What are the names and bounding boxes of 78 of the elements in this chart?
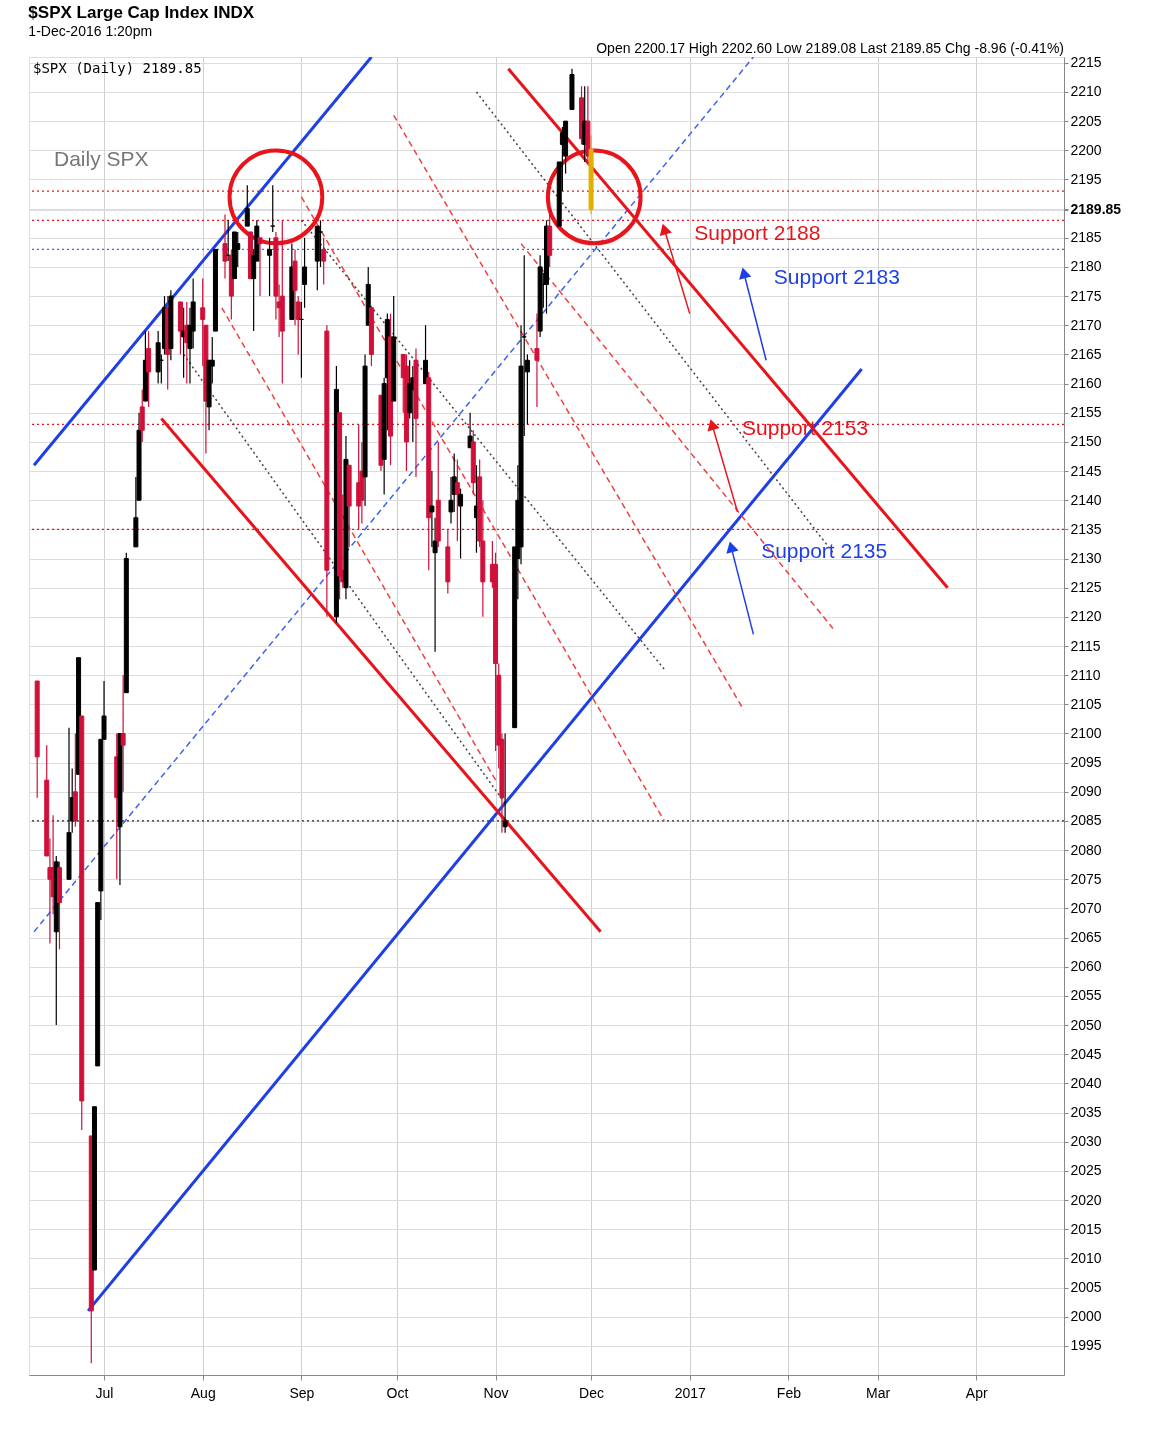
y-tick-label: 2135 [1070, 520, 1102, 537]
chart-title: $SPX Large Cap Index INDX [28, 3, 255, 22]
candlestick [267, 237, 273, 297]
x-tick-label: Dec [579, 1384, 605, 1401]
ref-line-label: Support 2188 [694, 221, 821, 245]
y-tick-label: 2155 [1070, 404, 1102, 421]
y-tick-label: 1995 [1070, 1337, 1102, 1354]
candlestick [458, 487, 464, 560]
x-tick-label: 2017 [674, 1384, 707, 1401]
y-tick-label: 2055 [1070, 987, 1102, 1004]
y-tick-label: 2060 [1070, 958, 1102, 975]
y-tick-label: 2070 [1070, 899, 1102, 916]
y-tick-label: 2085 [1070, 812, 1102, 829]
y-tick-label: 2010 [1070, 1249, 1102, 1266]
x-tick-label: Aug [190, 1384, 216, 1401]
y-tick-label: 2125 [1070, 579, 1102, 596]
candlestick [534, 313, 540, 408]
annotation: $SPX (Daily) 2189.85 [33, 60, 202, 76]
y-tick-label: 2165 [1070, 345, 1102, 362]
candlestick [257, 237, 263, 297]
candlestick [302, 237, 308, 309]
candlestick [454, 458, 460, 542]
y-tick-label: 2205 [1070, 112, 1102, 129]
y-tick-label: 2030 [1070, 1133, 1102, 1150]
text: Open 2200.17 High 2202.60 Low 2189.08 Last 2189.85 Chg -8.96 (-0.41%) [596, 40, 1064, 56]
x-tick-label: Jul [95, 1384, 114, 1401]
candlestick [321, 237, 327, 286]
y-tick-label: 2180 [1070, 258, 1102, 275]
candlestick [270, 184, 276, 233]
y-tick-label: 2170 [1070, 316, 1102, 333]
candlestick [467, 412, 473, 449]
x-tick-label: Sep [289, 1384, 315, 1401]
y-tick-label: 2200 [1070, 141, 1102, 158]
candlestick [120, 674, 126, 793]
x-tick-label: Apr [965, 1384, 988, 1401]
x-tick-label: Mar [865, 1384, 891, 1401]
y-tick-label: 2080 [1070, 841, 1102, 858]
y-tick-label: 2105 [1070, 695, 1102, 712]
ref-line-label: Support 2135 [761, 538, 888, 562]
chart-subtitle: 1-Dec-2016 1:20pm [28, 23, 153, 39]
point [227, 148, 325, 246]
y-tick-label: 2050 [1070, 1016, 1102, 1033]
y-tick-label: 2215 [1070, 54, 1102, 71]
y-tick-label: 2035 [1070, 1104, 1102, 1121]
y-tick-label: 2185 [1070, 229, 1102, 246]
y-tick-label: 2110 [1070, 666, 1101, 683]
y-tick-label: 2020 [1070, 1191, 1102, 1208]
y-tick-label: 2000 [1070, 1308, 1102, 1325]
y-tick-label: 2140 [1070, 491, 1102, 508]
ref-line-label: Support 2183 [773, 264, 900, 288]
candlestick [139, 388, 145, 443]
y-tick-label: 2095 [1070, 754, 1102, 771]
y-tick-label: 2115 [1070, 637, 1101, 654]
y-tick-label: 2130 [1070, 550, 1102, 567]
y-tick-label: 2040 [1070, 1074, 1102, 1091]
y-tick-label: 2195 [1070, 170, 1102, 187]
y-tick-label: 2025 [1070, 1162, 1102, 1179]
x-tick-label: Nov [483, 1384, 509, 1401]
point [545, 148, 643, 246]
y-tick-label: 2005 [1070, 1279, 1102, 1296]
y-tick-label: 2045 [1070, 1045, 1102, 1062]
candlestick [317, 219, 323, 268]
y-tick-label: 2175 [1070, 287, 1102, 304]
y-tick-label: 2145 [1070, 462, 1102, 479]
y-tick-label: 2189.85 [1070, 201, 1122, 217]
y-tick-label: 2160 [1070, 375, 1102, 392]
y-tick-label: 2100 [1070, 725, 1102, 741]
y-tick-label: 2015 [1070, 1220, 1102, 1237]
candlestick [244, 184, 250, 227]
y-tick-label: 2090 [1070, 783, 1102, 800]
y-tick-label: 2150 [1070, 433, 1102, 450]
y-tick-label: 2210 [1070, 83, 1102, 100]
annotation: Daily SPX [54, 147, 149, 170]
x-tick-label: Feb [776, 1384, 802, 1401]
y-tick-label: 2075 [1070, 870, 1102, 887]
y-tick-label: 2120 [1070, 608, 1102, 625]
x-tick-label: Oct [386, 1384, 409, 1401]
y-tick-label: 2065 [1070, 929, 1102, 946]
